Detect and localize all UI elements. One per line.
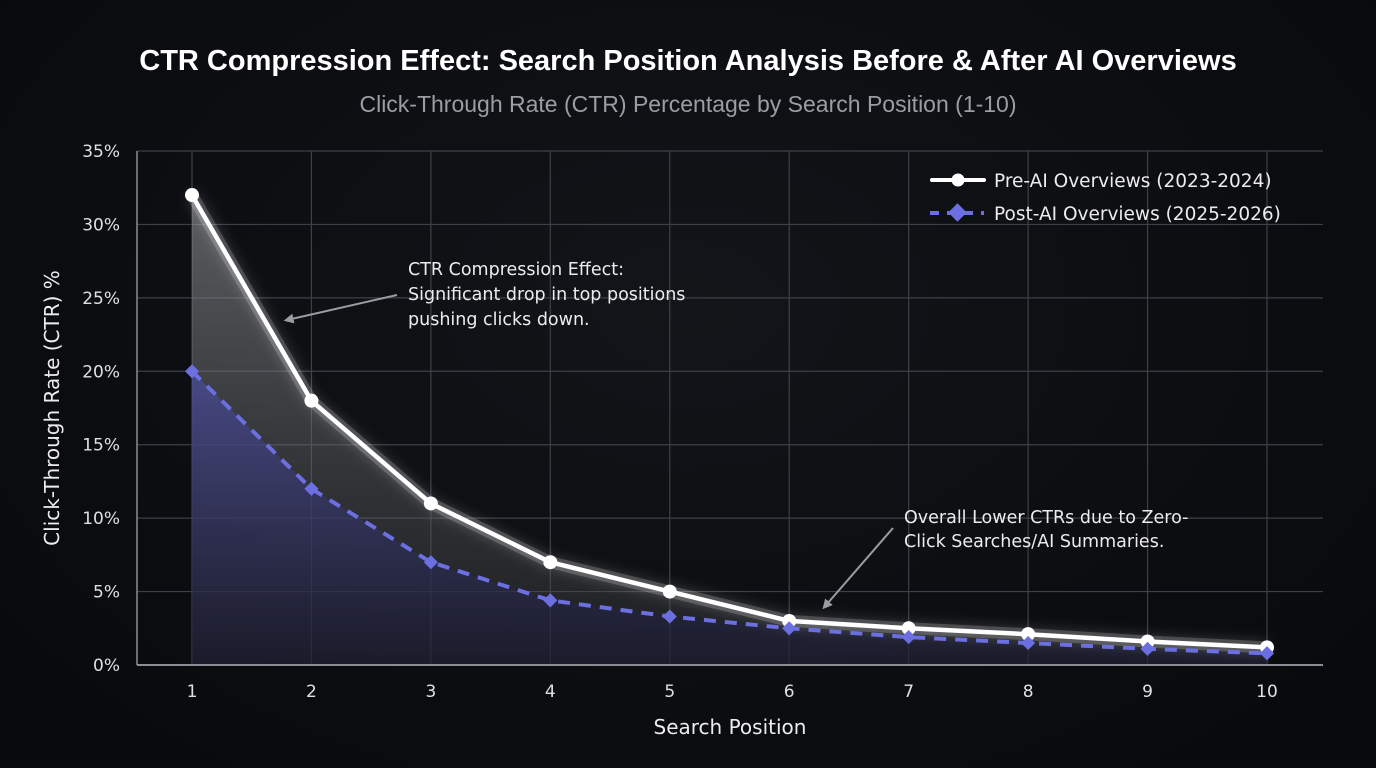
pre-series-point: [901, 621, 916, 636]
x-tick-label: 8: [1023, 682, 1034, 702]
post-series-point: [1140, 641, 1155, 656]
chart-title: CTR Compression Effect: Search Position …: [139, 45, 1236, 77]
post-series-point: [1021, 635, 1036, 651]
x-tick-label: 1: [187, 682, 198, 702]
pre-series-point: [1021, 627, 1036, 642]
x-tick-label: 9: [1142, 682, 1153, 702]
x-tick-label: 4: [545, 682, 556, 702]
y-tick-label: 30%: [82, 215, 120, 235]
y-tick-label: 5%: [93, 583, 120, 603]
legend-item-post[interactable]: Post-AI Overviews (2025-2026): [930, 203, 1281, 225]
annotation-compression-text: Significant drop in top positions: [408, 285, 685, 305]
annotation-compression-text: pushing clicks down.: [408, 310, 590, 330]
post-series-point: [543, 593, 558, 608]
chart-subtitle: Click-Through Rate (CTR) Percentage by S…: [359, 91, 1016, 117]
y-tick-label: 0%: [93, 656, 120, 676]
annotation-compression-arrow: [283, 294, 398, 324]
area-fills: [192, 195, 1267, 666]
legend-post-diamond-marker: [948, 203, 967, 222]
x-tick-label: 10: [1256, 682, 1278, 702]
axes: [136, 151, 1323, 666]
x-tick-label: 5: [664, 682, 675, 702]
annotation-zero-click-arrow: [822, 527, 894, 610]
legend-pre-circle-marker: [951, 173, 965, 187]
annotations: CTR Compression Effect: Significant drop …: [283, 260, 1188, 610]
post-series-line: [190, 369, 1268, 656]
legend-item-pre[interactable]: Pre-AI Overviews (2023-2024): [930, 171, 1272, 192]
pre-series-point: [423, 496, 438, 511]
x-tick-label: 7: [903, 682, 914, 702]
pre-series-point: [304, 393, 319, 408]
legend-pre-label: Pre-AI Overviews (2023-2024): [994, 171, 1272, 192]
annotation-zero-click-text: Click Searches/AI Summaries.: [904, 532, 1164, 552]
pre-series-area: [192, 195, 1267, 666]
x-axis-label: Search Position: [654, 715, 807, 739]
pre-series-point: [185, 188, 199, 203]
tick-labels: 0% 5% 10% 15% 20% 25% 30% 35% 1 2 3 4 5 6 7 8 9 10: [82, 142, 1278, 702]
post-series-point: [184, 364, 200, 379]
legend: Pre-AI Overviews (2023-2024) Post-AI Ove…: [930, 171, 1281, 225]
pre-series-point: [662, 584, 677, 599]
post-series-point: [901, 630, 916, 645]
post-series-point: [423, 555, 438, 570]
y-tick-label: 20%: [82, 362, 120, 382]
annotation-zero-click-text: Overall Lower CTRs due to Zero-: [904, 508, 1188, 528]
x-tick-label: 3: [425, 682, 436, 702]
pre-series-point: [543, 555, 558, 570]
x-tick-label: 2: [306, 682, 317, 702]
y-tick-label: 25%: [82, 289, 120, 309]
x-tick-label: 6: [784, 682, 795, 702]
series: [184, 188, 1275, 661]
y-tick-label: 35%: [82, 142, 120, 162]
post-series-point: [304, 481, 319, 496]
post-series-point: [782, 621, 797, 636]
post-series-point: [662, 609, 677, 624]
annotation-compression-text: CTR Compression Effect:: [408, 260, 624, 280]
post-series-area: [192, 371, 1267, 665]
legend-post-label: Post-AI Overviews (2025-2026): [994, 204, 1281, 225]
pre-series-point: [782, 613, 797, 628]
pre-series-point: [1140, 634, 1155, 649]
y-axis-label: Click-Through Rate (CTR) %: [40, 270, 64, 546]
y-tick-label: 15%: [82, 436, 120, 456]
y-tick-label: 10%: [82, 509, 120, 529]
post-series-point: [1259, 646, 1275, 661]
pre-series-line: [190, 193, 1268, 650]
